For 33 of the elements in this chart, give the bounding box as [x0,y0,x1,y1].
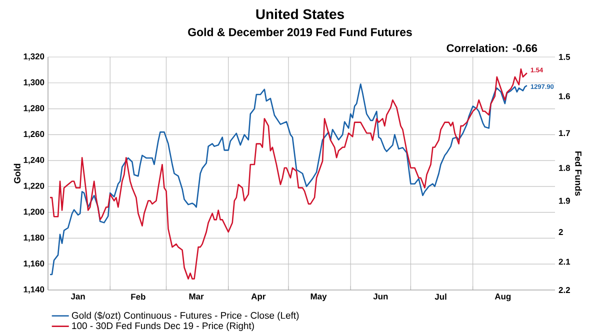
x-tick-label: Apr [251,294,266,302]
y-tick-label: 1,240 [24,156,44,164]
legend-label: Gold ($/ozt) Continuous - Futures - Price - Close (Left) [72,312,299,321]
x-tick-label: Jun [373,294,388,300]
y2-tick-label: 1.7 [559,130,570,136]
y2-axis-title: Fed Funds [575,151,582,196]
legend-label: 100 - 30D Fed Funds Dec 19 - Price (Right) [72,322,254,331]
text: Correlation: -0.66 [446,44,538,52]
x-tick-label: Mar [189,294,204,300]
chart-subtitle: Gold & December 2019 Fed Fund Futures [188,28,412,36]
y2-tick-label: 1.6 [559,93,570,100]
x-tick-label: Aug [494,294,511,302]
y-tick-label: 1,140 [24,286,44,294]
y2-tick-label: 2 [558,229,563,235]
y-tick-label: 1,320 [24,53,44,61]
x-tick-label: Feb [131,294,146,300]
y-tick-label: 1,200 [24,208,44,216]
y-tick-label: 1,260 [24,131,44,138]
y2-tick-label: 2.1 [558,258,570,265]
y-tick-label: 1,300 [24,79,44,86]
chart-title: United States [256,8,344,20]
y-tick-label: 1,220 [24,182,44,190]
y2-tick-label: 2.2 [558,287,570,293]
y2-tick-label: 1.5 [559,54,570,60]
y-tick-label: 1,280 [24,105,44,112]
y-axis-title: Gold [14,164,20,184]
x-tick-label: May [310,294,327,302]
x-tick-label: Jan [70,294,85,300]
y-tick-label: 1,160 [24,260,44,268]
x-tick-label: Jul [434,294,446,300]
y2-tick-label: 1.9 [559,198,570,204]
y2-tick-label: 1.8 [559,164,570,171]
y-tick-label: 1,180 [24,234,44,242]
